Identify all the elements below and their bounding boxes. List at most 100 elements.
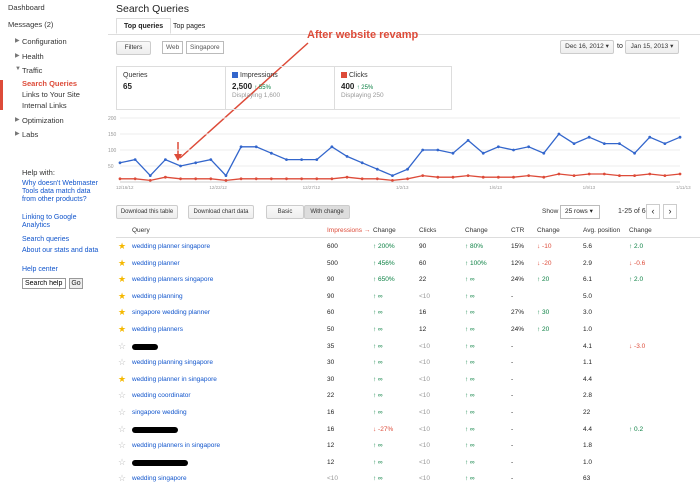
data-point-impressions [118,161,122,165]
query-link[interactable]: wedding planning [132,292,183,300]
stat-clicks[interactable]: Clicks 400 ↑ 25% Displaying 250 [335,67,452,109]
star-empty-icon[interactable]: ☆ [118,473,127,484]
tab-top-pages[interactable]: Top pages [173,23,206,30]
help-search-input[interactable] [22,278,66,289]
star-empty-icon[interactable]: ☆ [118,423,127,434]
query-link[interactable]: wedding planner [132,259,180,267]
cell-ctr-change: ↑ 20 [537,276,550,284]
star-filled-icon[interactable]: ★ [118,274,127,285]
col-impressions-change[interactable]: Change [373,227,396,234]
cell-clicks: <10 [419,458,431,466]
query-link[interactable]: wedding singapore [132,475,187,483]
filter-chip-country[interactable]: Singapore [186,41,224,54]
col-avg-position[interactable]: Avg. position [583,227,621,234]
sidebar-item-health[interactable]: ▶ Health [15,52,44,61]
query-link[interactable]: wedding planner singapore [132,243,211,250]
table-row[interactable]: ☆ 16 ↓ -27% <10 ↑ ∞ - 4.4 ↑ 0.2 [116,422,700,439]
data-point-clicks [496,175,500,179]
cell-ctr: - [511,359,514,367]
stat-queries[interactable]: Queries 65 [117,67,226,109]
sidebar-item-links-to-site[interactable]: Links to Your Site [22,90,80,99]
col-impressions[interactable]: Impressions → [327,227,371,234]
cell-clicks: <10 [419,442,431,450]
data-point-clicks [164,175,167,179]
query-link[interactable]: singapore wedding [132,409,187,416]
star-empty-icon[interactable]: ☆ [118,390,127,401]
y-tick-label: 200 [108,116,117,122]
with-change-view-button[interactable]: With change [304,205,350,219]
help-go-button[interactable]: Go [69,278,83,289]
query-link[interactable]: wedding planners [132,326,183,333]
data-point-impressions [164,158,167,161]
star-filled-icon[interactable]: ★ [118,241,127,251]
cell-avg-position: 1.1 [583,359,593,367]
table-row[interactable]: ★ singapore wedding planner 60 ↑ ∞ 16 ↑ ∞ 27% ↑… [116,305,700,322]
prev-page-button[interactable]: ‹ [646,204,660,219]
star-empty-icon[interactable]: ☆ [118,407,127,417]
table-row[interactable]: ☆ singapore wedding 16 ↑ ∞ <10 ↑ ∞ - 22 [116,405,700,422]
help-link-help-center[interactable]: Help center [22,266,58,273]
query-link[interactable]: wedding coordinator [132,392,191,400]
basic-view-button[interactable]: Basic [266,205,304,219]
table-row[interactable]: ★ wedding planners singapore 90 ↑ 650% 22 ↑ ∞… [116,272,700,289]
query-link[interactable]: wedding planning singapore [132,359,213,367]
next-page-button[interactable]: › [663,204,677,219]
table-row[interactable]: ☆ wedding planning singapore 30 ↑ ∞ <10 ↑ ∞ - 1… [116,355,700,372]
rows-per-page-select[interactable]: 25 rows ▾ [560,205,600,219]
col-query[interactable]: Query [132,227,150,234]
table-row[interactable]: ★ wedding planners 50 ↑ ∞ 12 ↑ ∞ 24% ↑ 20 1.0 [116,322,700,339]
date-to-select[interactable]: Jan 15, 2013 ▾ [625,40,679,54]
col-ctr-change[interactable]: Change [537,227,560,234]
sidebar-item-search-queries[interactable]: Search Queries [22,79,78,88]
download-table-button[interactable]: Download this table [116,205,178,219]
query-link[interactable]: wedding planners singapore [132,276,214,284]
table-row[interactable]: ☆ wedding singapore <10 ↑ ∞ <10 ↑ ∞ - 63 [116,471,700,488]
sidebar-item-optimization[interactable]: ▶ Optimization [15,116,64,125]
star-filled-icon[interactable]: ★ [118,373,127,384]
col-position-change[interactable]: Change [629,227,652,234]
sidebar-item-dashboard[interactable]: Dashboard [8,3,45,12]
help-link-stats[interactable]: About our stats and data [22,247,99,254]
star-filled-icon[interactable]: ★ [118,324,127,334]
data-point-impressions [527,145,531,149]
query-link[interactable]: wedding planner in singapore [132,375,217,383]
star-empty-icon[interactable]: ☆ [118,340,127,351]
sidebar-item-traffic[interactable]: ▼ Traffic [15,66,42,75]
stat-impressions[interactable]: Impressions 2,500 ↑ 55% Displaying 1,600 [226,67,335,109]
table-row[interactable]: ★ wedding planner singapore 600 ↑ 200% 90 ↑ 8… [116,239,700,256]
filters-button[interactable]: Filters [116,41,151,55]
rows-select-value: 25 rows [565,208,588,215]
col-ctr[interactable]: CTR [511,227,525,234]
table-row[interactable]: ★ wedding planning 90 ↑ ∞ <10 ↑ ∞ - 5.0 [116,289,700,306]
sidebar-item-messages[interactable]: Messages (2) [8,20,54,29]
query-link[interactable]: singapore wedding planner [132,309,211,317]
sidebar-item-configuration[interactable]: ▶ Configuration [15,37,67,46]
star-filled-icon[interactable]: ★ [118,307,127,318]
sidebar-item-labs[interactable]: ▶ Labs [15,130,38,139]
col-clicks[interactable]: Clicks [419,227,437,234]
filter-chip-web[interactable]: Web [162,41,184,54]
table-row[interactable]: ☆ wedding coordinator 22 ↑ ∞ <10 ↑ ∞ - 2.8 [116,388,700,405]
help-link-data-mismatch[interactable]: Why doesn't Webmaster Tools data match d… [22,180,98,203]
table-row[interactable]: ☆ 12 ↑ ∞ <10 ↑ ∞ - 1.0 [116,455,700,472]
table-row[interactable]: ★ wedding planner in singapore 30 ↑ ∞ <10 ↑ ∞… [116,372,700,389]
download-chart-button[interactable]: Download chart data [188,205,254,219]
star-filled-icon[interactable]: ★ [118,290,127,301]
help-link-search-queries[interactable]: Search queries [22,236,70,243]
star-empty-icon[interactable]: ☆ [118,456,127,467]
star-filled-icon[interactable]: ★ [118,257,127,268]
star-empty-icon[interactable]: ☆ [118,440,127,451]
table-row[interactable]: ☆ wedding planners in singapore 12 ↑ ∞ <10 ↑ … [116,438,700,455]
x-tick-label: 12/16/12 [116,185,134,190]
tab-top-queries[interactable]: Top queries [116,18,172,34]
col-clicks-change[interactable]: Change [465,227,488,234]
table-row[interactable]: ☆ 35 ↑ ∞ <10 ↑ ∞ - 4.1 ↓ -3.0 [116,339,700,356]
help-link-analytics[interactable]: Linking to Google Analytics [22,214,77,229]
cell-ctr-change: ↓ -20 [537,259,552,267]
star-empty-icon[interactable]: ☆ [118,357,127,368]
date-from-select[interactable]: Dec 16, 2012 ▾ [560,40,614,54]
query-link[interactable]: wedding planners in singapore [132,442,221,450]
annotation-arrow-head [174,154,182,161]
table-row[interactable]: ★ wedding planner 500 ↑ 456% 60 ↑ 100% 12% ↓ -2… [116,256,700,273]
sidebar-item-internal-links[interactable]: Internal Links [22,101,67,110]
